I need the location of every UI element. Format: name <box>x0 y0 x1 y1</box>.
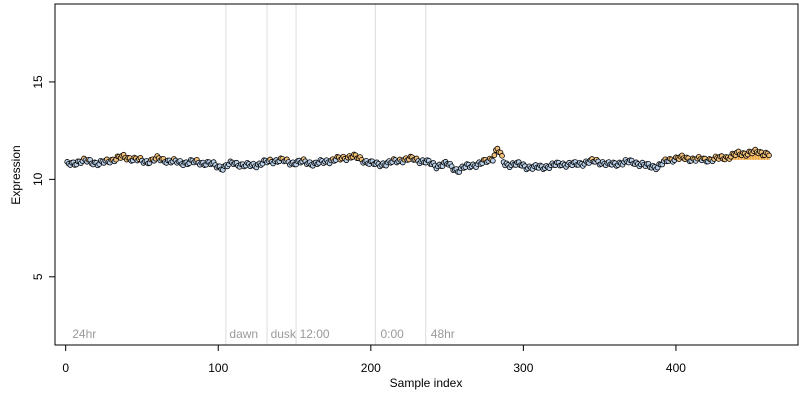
x-tick-label-4: 400 <box>666 361 686 375</box>
plot-frame <box>54 3 799 346</box>
y-tick-label-2: 15 <box>31 75 45 89</box>
data-point-279 <box>490 158 496 164</box>
x-tick-label-0: 0 <box>62 361 69 375</box>
data-point-285 <box>499 153 505 159</box>
annotation-label-2: dusk <box>271 327 297 341</box>
x-tick-label-3: 300 <box>513 361 533 375</box>
annotation-label-1: dawn <box>229 327 258 341</box>
time-dividers <box>225 4 427 345</box>
data-point-460 <box>766 152 772 159</box>
annotation-label-3: 12:00 <box>300 327 330 341</box>
time-annotations: 24hr dawn dusk 12:00 0:00 48hr <box>72 327 455 341</box>
x-axis: 0 100 200 300 400 <box>62 344 686 375</box>
y-axis: 5 10 15 <box>31 75 56 280</box>
y-axis-title: Expression <box>9 145 23 204</box>
data-point-280 <box>491 152 498 158</box>
x-tick-label-2: 200 <box>361 361 381 375</box>
y-tick-label-0: 5 <box>31 273 45 280</box>
y-tick-label-1: 10 <box>31 172 45 186</box>
annotation-label-4: 0:00 <box>380 327 404 341</box>
annotation-label-0: 24hr <box>72 327 96 341</box>
x-tick-label-1: 100 <box>208 361 228 375</box>
annotation-label-5: 48hr <box>431 327 455 341</box>
x-axis-title: Sample index <box>390 376 463 390</box>
data-points <box>64 145 772 175</box>
